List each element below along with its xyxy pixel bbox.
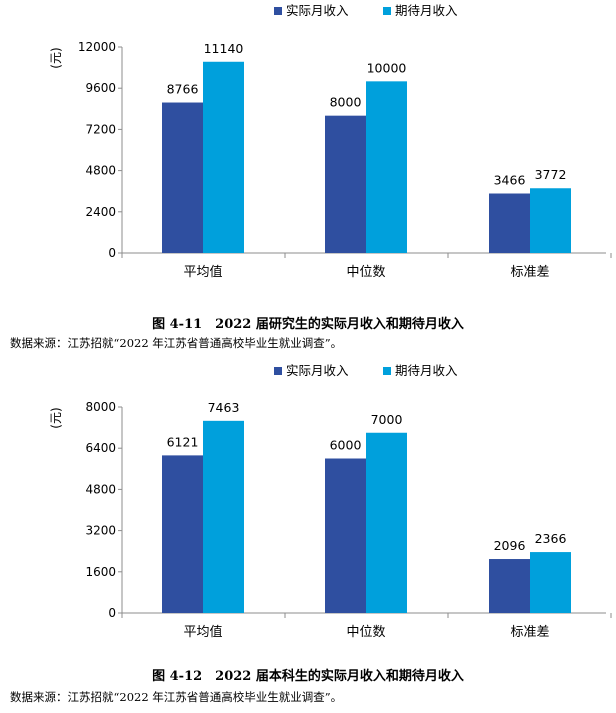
bar-actual [489,193,530,253]
data-label: 2096 [494,538,526,553]
legend-label-actual: 实际月收入 [286,363,349,378]
y-axis-label: (元) [49,407,63,428]
legend-swatch-actual [274,367,282,375]
y-axis-label: (元) [49,47,63,68]
bar-actual [162,455,203,613]
legend-label-expected: 期待月收入 [395,3,458,18]
data-label: 8000 [330,95,362,110]
x-category-label: 标准差 [510,625,549,640]
data-label: 8766 [167,82,199,97]
bar-chart-1: 实际月收入 期待月收入 0 2400 4800 7200 9600 12000 (元) 8766 1… [49,3,612,280]
legend-swatch-expected [383,367,391,375]
bar-expected [203,61,244,253]
data-label: 7463 [208,400,240,415]
chart-source: 数据来源：江苏招就“2022 年江苏省普通高校毕业生就业调查”。 [10,690,343,704]
data-label: 3466 [494,173,526,188]
data-label: 11140 [204,41,244,56]
bar-actual [162,102,203,253]
y-tick-label: 12000 [78,40,116,54]
bar-expected [366,81,407,253]
bar-actual [325,458,366,613]
bar-expected [366,432,407,613]
y-tick-label: 4800 [85,164,116,178]
y-tick-label: 4800 [85,482,116,496]
y-tick-label: 1600 [85,565,116,579]
legend-swatch-expected [383,7,391,15]
y-tick-label: 3200 [85,524,116,538]
x-category-label: 标准差 [510,265,549,280]
bar-expected [530,188,571,253]
bar-expected [530,552,571,613]
y-tick-label: 9600 [85,81,116,95]
x-category-label: 平均值 [183,264,222,280]
y-tick-label: 6400 [85,441,116,455]
legend-swatch-actual [274,7,282,15]
chart-panel-2: 实际月收入 期待月收入 0 1600 3200 4800 6400 8000 (元) 6121 74… [0,360,616,713]
data-label: 6121 [167,434,199,449]
chart-panel-1: 实际月收入 期待月收入 0 2400 4800 7200 9600 12000 (元) 8766 1… [0,0,616,355]
data-label: 10000 [367,60,407,75]
data-label: 3772 [535,167,567,182]
legend-label-expected: 期待月收入 [395,363,458,378]
y-tick-label: 7200 [85,122,116,136]
bar-chart-2: 实际月收入 期待月收入 0 1600 3200 4800 6400 8000 (元) 6121 74… [49,363,612,640]
y-tick-label: 2400 [85,205,116,219]
x-category-label: 平均值 [183,624,222,640]
chart-caption: 图 4-12 2022 届本科生的实际月收入和期待月收入 [152,669,464,684]
bar-actual [489,559,530,613]
x-category-label: 中位数 [346,625,385,640]
data-label: 6000 [330,438,362,453]
y-tick-label: 8000 [85,400,116,414]
data-label: 7000 [371,412,403,427]
x-category-label: 中位数 [346,265,385,280]
chart-source: 数据来源：江苏招就“2022 年江苏省普通高校毕业生就业调查”。 [10,336,343,350]
y-tick-label: 0 [108,246,116,260]
bar-actual [325,115,366,254]
data-label: 2366 [535,531,567,546]
bar-expected [203,420,244,613]
chart-caption: 图 4-11 2022 届研究生的实际月收入和期待月收入 [152,317,464,332]
y-tick-label: 0 [108,606,116,620]
legend-label-actual: 实际月收入 [286,3,349,18]
